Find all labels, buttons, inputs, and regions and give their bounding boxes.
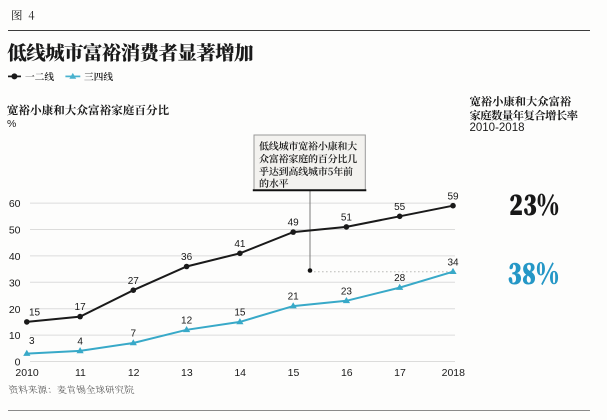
svg-text:15: 15 xyxy=(234,308,246,319)
svg-text:51: 51 xyxy=(341,213,353,224)
svg-text:17: 17 xyxy=(394,367,406,379)
svg-text:15: 15 xyxy=(29,308,41,319)
svg-text:10: 10 xyxy=(9,330,21,342)
svg-text:20: 20 xyxy=(9,304,21,316)
svg-text:2010-2018: 2010-2018 xyxy=(470,122,525,134)
svg-text:36: 36 xyxy=(181,252,193,263)
svg-text:60: 60 xyxy=(9,198,21,210)
svg-text:2018: 2018 xyxy=(442,367,466,379)
svg-text:30: 30 xyxy=(9,277,21,289)
svg-text:49: 49 xyxy=(288,218,300,229)
svg-text:41: 41 xyxy=(234,239,246,250)
svg-text:2010: 2010 xyxy=(15,367,39,379)
svg-text:55: 55 xyxy=(394,202,406,213)
svg-text:17: 17 xyxy=(75,302,87,313)
svg-text:3: 3 xyxy=(29,336,35,347)
svg-text:16: 16 xyxy=(341,367,353,379)
svg-text:12: 12 xyxy=(128,367,140,379)
svg-text:0: 0 xyxy=(15,357,21,369)
svg-text:14: 14 xyxy=(234,367,246,379)
svg-text:23: 23 xyxy=(341,286,353,297)
svg-text:11: 11 xyxy=(75,367,86,379)
svg-text:12: 12 xyxy=(181,315,193,326)
svg-text:15: 15 xyxy=(288,367,300,379)
svg-text:27: 27 xyxy=(128,276,140,287)
svg-text:%: % xyxy=(7,118,16,130)
svg-text:50: 50 xyxy=(9,225,21,237)
svg-text:4: 4 xyxy=(77,337,83,348)
svg-text:59: 59 xyxy=(447,191,459,202)
svg-text:21: 21 xyxy=(288,292,300,303)
svg-text:28: 28 xyxy=(394,273,406,284)
svg-text:34: 34 xyxy=(447,257,459,268)
svg-text:7: 7 xyxy=(131,329,137,340)
svg-text:40: 40 xyxy=(9,251,21,263)
svg-text:13: 13 xyxy=(181,367,193,379)
